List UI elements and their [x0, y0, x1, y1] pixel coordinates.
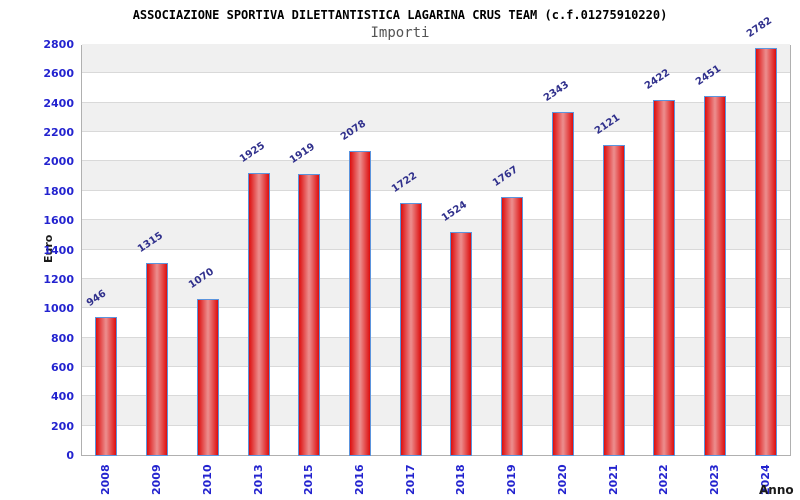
bar — [653, 100, 676, 456]
gridline — [82, 160, 790, 162]
y-tick-label: 2600 — [43, 67, 74, 81]
bar — [196, 298, 219, 456]
y-tick-label: 2800 — [43, 38, 74, 51]
y-tick-label: 0 — [66, 449, 74, 462]
x-tick-label: 2021 — [606, 464, 620, 495]
y-tick-label: 1200 — [43, 272, 74, 286]
grid-band — [82, 102, 790, 133]
gridline — [82, 189, 790, 191]
y-tick-label: 400 — [51, 390, 74, 404]
x-tick-label: 2017 — [403, 464, 417, 495]
bar — [450, 232, 473, 456]
x-tick-label: 2022 — [657, 464, 671, 495]
grid-band — [82, 44, 790, 74]
x-tick-label: 2013 — [251, 464, 265, 495]
x-tick-label: 2016 — [352, 464, 366, 495]
chart-subtitle: Importi — [370, 25, 430, 41]
gridline — [82, 248, 790, 250]
gridline — [82, 424, 790, 426]
y-tick-label: 600 — [51, 360, 74, 374]
gridline — [82, 219, 790, 221]
bar — [703, 96, 726, 456]
grid-band — [82, 132, 790, 162]
plot-area — [81, 44, 791, 456]
bar — [348, 150, 371, 456]
x-tick-label: 2008 — [99, 464, 113, 495]
grid-band — [82, 249, 790, 279]
bar — [399, 203, 422, 456]
y-tick-label: 2200 — [43, 126, 74, 140]
y-tick-label: 1600 — [43, 214, 74, 228]
grid-band — [82, 73, 790, 103]
grid-band — [82, 190, 790, 221]
y-tick-label: 200 — [51, 419, 74, 433]
gridline — [82, 72, 790, 74]
x-tick-label: 2018 — [454, 464, 468, 495]
chart-title: ASSOCIAZIONE SPORTIVA DILETTANTISTICA LA… — [132, 8, 668, 22]
bar — [95, 317, 118, 456]
y-tick-label: 1800 — [43, 184, 74, 198]
x-tick-label: 2015 — [302, 464, 316, 495]
x-tick-label: 2020 — [555, 464, 569, 495]
grid-band — [82, 396, 790, 426]
gridline — [82, 336, 790, 338]
grid-band — [82, 161, 790, 191]
gridline — [82, 131, 790, 133]
grid-band — [82, 308, 790, 338]
gridline — [82, 101, 790, 103]
grid-band — [82, 425, 790, 455]
y-tick-label: 1000 — [43, 302, 74, 316]
bar — [247, 173, 270, 456]
bar — [551, 112, 574, 456]
gridline — [82, 307, 790, 309]
y-tick-label: 2400 — [43, 96, 74, 110]
grid-band — [82, 220, 790, 250]
y-tick-label: 1400 — [43, 243, 74, 257]
bar — [754, 47, 777, 456]
bar — [298, 174, 321, 456]
grid-band — [82, 366, 790, 397]
x-tick-label: 2009 — [150, 464, 164, 495]
gridline — [82, 395, 790, 397]
x-tick-label: 2019 — [505, 464, 519, 495]
x-axis-title: Anno — [759, 483, 794, 497]
bar — [501, 196, 524, 456]
grid-band — [82, 337, 790, 367]
gridline — [82, 277, 790, 279]
y-tick-label: 2000 — [43, 155, 74, 169]
bar — [146, 262, 169, 456]
y-tick-label: 800 — [51, 331, 74, 345]
x-tick-label: 2023 — [707, 464, 721, 495]
gridline — [82, 365, 790, 367]
x-tick-label: 2010 — [200, 464, 214, 495]
bar — [602, 144, 625, 456]
